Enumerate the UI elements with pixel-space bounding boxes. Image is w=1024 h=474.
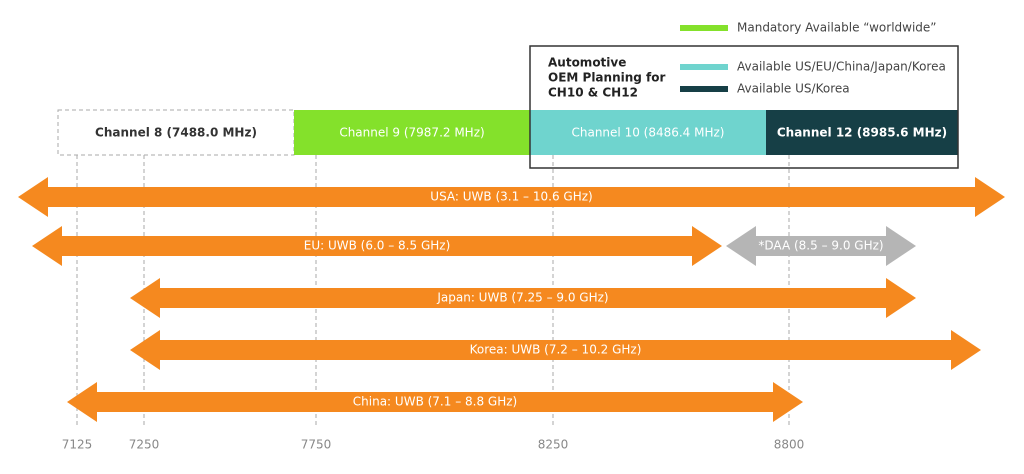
channel-box bbox=[766, 110, 958, 155]
axis-label: 7250 bbox=[129, 438, 160, 452]
legend-label: Available US/EU/China/Japan/Korea bbox=[737, 60, 946, 74]
channel-label: Channel 9 (7987.2 MHz) bbox=[339, 126, 484, 140]
band-label: USA: UWB (3.1 – 10.6 GHz) bbox=[430, 190, 592, 204]
axis-label: 7750 bbox=[301, 438, 332, 452]
band-arrow bbox=[130, 330, 981, 370]
legend-label: Available US/Korea bbox=[737, 82, 850, 96]
band-label: China: UWB (7.1 – 8.8 GHz) bbox=[353, 395, 517, 409]
band-label: Japan: UWB (7.25 – 9.0 GHz) bbox=[436, 291, 608, 305]
legend-label: Mandatory Available “worldwide” bbox=[737, 21, 937, 35]
channel-label: Channel 12 (8985.6 MHz) bbox=[777, 126, 947, 140]
channel-box bbox=[294, 110, 530, 155]
arrows: USA: UWB (3.1 – 10.6 GHz) EU: UWB (6.0 – … bbox=[18, 177, 1005, 422]
axis-label: 7125 bbox=[62, 438, 93, 452]
band-arrow bbox=[726, 226, 916, 266]
axis-label: 8250 bbox=[538, 438, 569, 452]
band-arrow bbox=[32, 226, 722, 266]
band-label: *DAA (8.5 – 9.0 GHz) bbox=[758, 239, 883, 253]
legend-swatch bbox=[680, 86, 728, 92]
band-label: EU: UWB (6.0 – 8.5 GHz) bbox=[304, 239, 451, 253]
band-arrow bbox=[67, 382, 803, 422]
legend-title: CH10 & CH12 bbox=[548, 86, 638, 100]
channel-box bbox=[530, 110, 766, 155]
legend-swatch bbox=[680, 64, 728, 70]
channel-label: Channel 10 (8486.4 MHz) bbox=[571, 126, 724, 140]
channel-box bbox=[57, 109, 295, 156]
legend-title: Automotive bbox=[548, 56, 626, 70]
legend-box bbox=[529, 45, 959, 169]
channel-label: Channel 8 (7488.0 MHz) bbox=[95, 126, 257, 140]
legend-title: OEM Planning for bbox=[548, 71, 665, 85]
axis-label: 8800 bbox=[774, 438, 805, 452]
band-arrow bbox=[130, 278, 916, 318]
band-arrow bbox=[18, 177, 1005, 217]
legend-swatch bbox=[680, 25, 728, 31]
band-label: Korea: UWB (7.2 – 10.2 GHz) bbox=[470, 343, 642, 357]
